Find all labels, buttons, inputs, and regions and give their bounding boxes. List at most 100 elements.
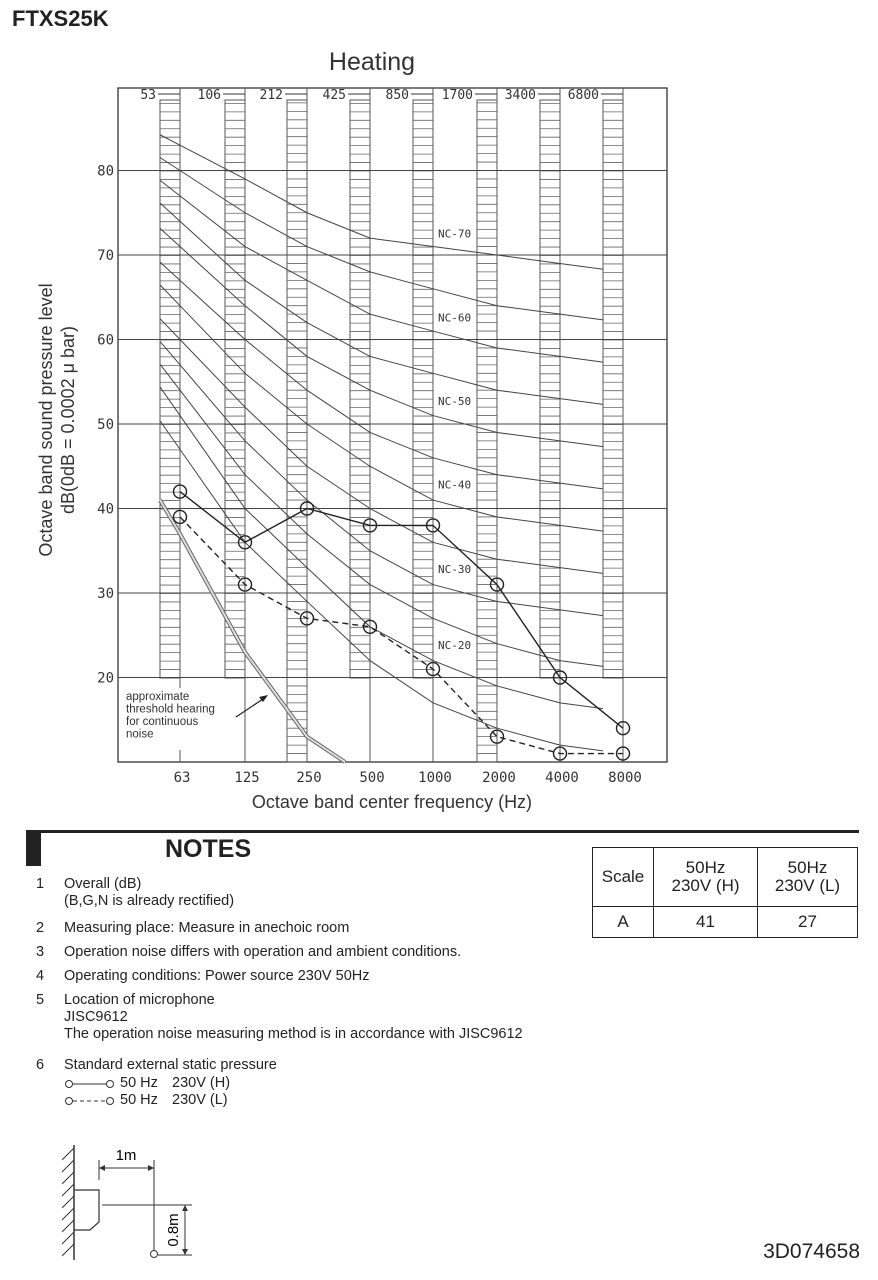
band-edge-label: 425 bbox=[323, 88, 346, 103]
nc-curve-nc-25 bbox=[159, 363, 604, 667]
document-number: 3D074658 bbox=[763, 1240, 860, 1263]
y-tick-label: 40 bbox=[97, 502, 114, 518]
x-tick-label: 4000 bbox=[545, 770, 579, 786]
threshold-annotation-bg bbox=[121, 688, 239, 750]
y-tick-label: 20 bbox=[97, 671, 114, 687]
header-h-freq: 50Hz bbox=[685, 858, 726, 877]
data-point-l bbox=[172, 509, 188, 525]
x-tick-label: 8000 bbox=[608, 770, 642, 786]
nc-curve-nc-50 bbox=[159, 227, 604, 448]
band-column bbox=[476, 99, 498, 763]
data-point-l bbox=[237, 577, 253, 592]
x-tick-label: 125 bbox=[234, 770, 259, 786]
threshold-annotation: approximate bbox=[126, 691, 189, 703]
nc-label: NC-30 bbox=[438, 563, 471, 576]
distance-label: 1m bbox=[116, 1147, 137, 1164]
notes-divider bbox=[26, 830, 859, 833]
cell-h: 41 bbox=[653, 906, 758, 938]
note-text: Standard external static pressure bbox=[64, 1057, 277, 1073]
y-axis-label-2: dB(0dB = 0.0002 μ bar) bbox=[58, 326, 78, 514]
band-column bbox=[412, 99, 434, 679]
threshold-arrow bbox=[235, 696, 267, 718]
nc-curve-nc-55 bbox=[159, 202, 604, 405]
table-row: A 41 27 bbox=[592, 906, 858, 938]
band-edge-label: 106 bbox=[198, 88, 221, 103]
nc-curve-nc-40 bbox=[159, 284, 604, 532]
note-text: Operation noise differs with operation a… bbox=[64, 944, 462, 960]
note-text: Location of microphone bbox=[64, 992, 215, 1008]
nc-chart: Heating 53 63 106 125 212 250 425 500 850 1000 170… bbox=[36, 48, 668, 812]
nc-curve-nc-65 bbox=[159, 157, 604, 321]
cell-scale: A bbox=[592, 906, 654, 938]
nc-label: NC-40 bbox=[438, 479, 471, 492]
x-tick-label: 250 bbox=[296, 770, 321, 786]
model-name: FTXS25K bbox=[12, 6, 109, 31]
data-point-l bbox=[489, 729, 505, 744]
note-text: (B,G,N is already rectified) bbox=[64, 893, 235, 909]
note-text: Measuring place: Measure in anechoic roo… bbox=[64, 920, 350, 936]
note-number: 3 bbox=[36, 944, 45, 960]
data-point-h bbox=[237, 535, 253, 550]
band-edge-label: 53 bbox=[140, 88, 156, 103]
y-tick-label: 70 bbox=[97, 248, 114, 264]
y-tick-label: 80 bbox=[97, 164, 114, 180]
overall-db-table: Scale 50Hz 230V (H) 50Hz 230V (L) A 41 27 bbox=[592, 847, 858, 938]
nc-label: NC-50 bbox=[438, 395, 471, 408]
note-text: JISC9612 bbox=[64, 1009, 128, 1025]
y-tick-label: 60 bbox=[97, 333, 114, 349]
header-l: 50Hz 230V (L) bbox=[757, 847, 858, 907]
data-point-h bbox=[425, 518, 441, 533]
microphone-location-diagram: 1m 0.8m bbox=[61, 1145, 192, 1260]
x-tick-label: 2000 bbox=[482, 770, 516, 786]
note-number: 2 bbox=[36, 920, 45, 936]
band-edge-label: 1700 bbox=[442, 88, 473, 103]
legend-freq: 50 Hz bbox=[120, 1092, 158, 1108]
data-point-h bbox=[299, 501, 315, 516]
table-header-row: Scale 50Hz 230V (H) 50Hz 230V (L) bbox=[592, 847, 858, 907]
data-point-l bbox=[552, 746, 568, 761]
note-text: Operating conditions: Power source 230V … bbox=[64, 968, 370, 984]
plot-frame bbox=[117, 87, 668, 763]
legend-symbol-dashed bbox=[65, 1097, 114, 1105]
threshold-curve bbox=[159, 499, 346, 763]
band-edge-label: 212 bbox=[260, 88, 283, 103]
legend-symbol-solid bbox=[65, 1080, 114, 1088]
y-tick-label: 30 bbox=[97, 586, 114, 602]
data-point-l bbox=[425, 661, 441, 677]
threshold-arrowhead bbox=[259, 695, 268, 702]
y-tick-label: 50 bbox=[97, 417, 114, 433]
nc-label: NC-60 bbox=[438, 311, 471, 324]
x-tick-label: 63 bbox=[174, 770, 191, 786]
header-h: 50Hz 230V (H) bbox=[653, 847, 758, 907]
band-edge-label: 850 bbox=[386, 88, 409, 103]
note-text: The operation noise measuring method is … bbox=[64, 1026, 523, 1042]
legend-voltage: 230V (L) bbox=[172, 1092, 228, 1108]
threshold-annotation: noise bbox=[126, 729, 154, 741]
notes-title: NOTES bbox=[165, 835, 252, 863]
nc-label: NC-20 bbox=[438, 639, 471, 652]
nc-curve-nc-70 bbox=[159, 134, 604, 270]
y-axis-label-1: Octave band sound pressure level bbox=[36, 283, 56, 556]
band-column bbox=[159, 99, 181, 679]
x-axis-label: Octave band center frequency (Hz) bbox=[252, 792, 532, 812]
band-edge-label: 3400 bbox=[505, 88, 536, 103]
note-number: 4 bbox=[36, 968, 45, 984]
nc-curve-nc-20 bbox=[159, 386, 604, 710]
x-tick-label: 500 bbox=[359, 770, 384, 786]
data-point-h bbox=[172, 484, 188, 499]
data-point-l bbox=[615, 746, 631, 761]
threshold-annotation: for continuous bbox=[126, 716, 198, 728]
data-point-l bbox=[362, 619, 378, 634]
chart-title: Heating bbox=[329, 48, 415, 76]
nc-curve-nc-35 bbox=[159, 318, 604, 574]
nc-curve-nc-60 bbox=[159, 179, 604, 363]
band-column bbox=[539, 99, 561, 679]
note-number: 5 bbox=[36, 992, 45, 1008]
nc-label: NC-70 bbox=[438, 228, 471, 241]
data-point-h bbox=[489, 577, 505, 592]
notes-marker bbox=[26, 830, 41, 866]
data-point-h bbox=[362, 518, 378, 533]
x-tick-label: 1000 bbox=[418, 770, 452, 786]
indoor-unit-shape bbox=[74, 1189, 100, 1231]
header-scale: Scale bbox=[592, 847, 654, 907]
